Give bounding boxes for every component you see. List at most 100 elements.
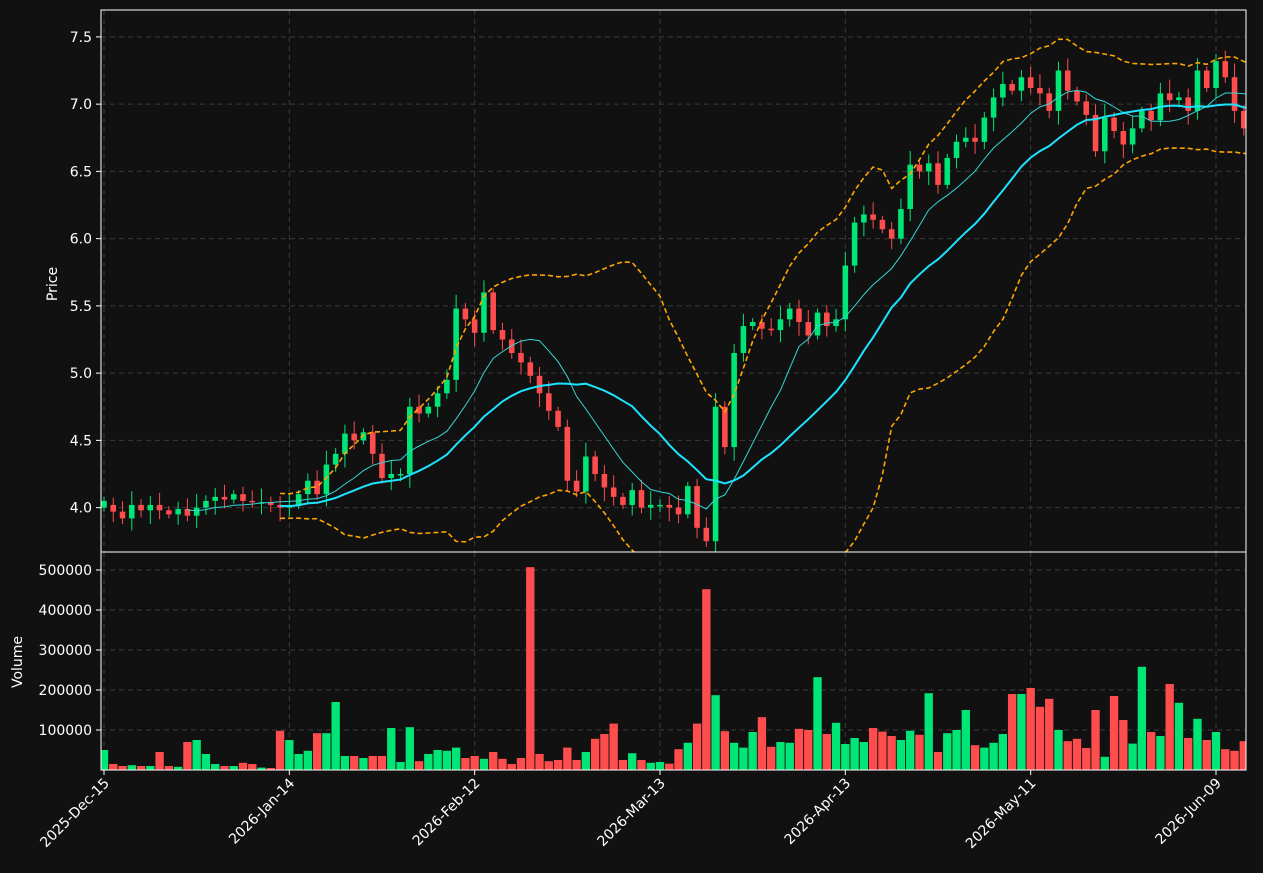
candle-body — [1055, 70, 1062, 111]
volume-panel: 100000 200000 300000 400000 500000 — [39, 551, 1247, 771]
bollinger-lower-line — [280, 147, 1246, 552]
candle-body — [657, 504, 663, 507]
volume-bar — [711, 695, 720, 770]
candle-body — [184, 508, 191, 516]
candle-body — [990, 97, 997, 118]
candle-body — [1129, 128, 1136, 145]
candle — [870, 202, 876, 229]
candle-body — [583, 456, 589, 492]
volume-bar — [275, 730, 285, 770]
volume-bar — [312, 733, 322, 770]
volume-bar — [405, 727, 414, 770]
volume-bar — [952, 730, 961, 770]
candle — [230, 490, 237, 504]
candle — [861, 205, 867, 237]
price-tick-label: 4.5 — [70, 433, 92, 449]
candle — [527, 356, 534, 384]
volume-bar — [665, 763, 674, 770]
candle-body — [861, 214, 867, 223]
volume-bar — [248, 764, 257, 770]
candle-body — [416, 406, 422, 414]
candle — [786, 302, 793, 327]
candle-body — [1111, 117, 1117, 132]
volume-bar — [1017, 694, 1026, 770]
price-plot-area — [101, 38, 1263, 552]
volume-bar — [192, 740, 201, 770]
candle — [119, 501, 126, 525]
candle-body — [610, 487, 617, 497]
volume-bar — [702, 589, 711, 770]
candle — [731, 344, 737, 461]
candle-body — [277, 504, 283, 508]
volume-bar — [637, 760, 646, 770]
volume-bar — [201, 754, 211, 770]
volume-bar — [544, 761, 553, 770]
volume-bar — [804, 730, 813, 770]
candle — [814, 308, 821, 340]
volume-bar — [1072, 738, 1082, 770]
candle-body — [1260, 111, 1263, 138]
candle-body — [963, 137, 969, 142]
candle — [1250, 102, 1256, 142]
candle — [101, 496, 107, 512]
price-tick-label: 7.5 — [70, 30, 92, 46]
volume-bar — [980, 747, 989, 770]
candle — [610, 475, 617, 506]
candle-body — [1250, 111, 1256, 128]
candle-body — [1166, 93, 1173, 101]
candle-body — [230, 494, 237, 500]
candle — [629, 482, 635, 516]
candle — [1166, 79, 1173, 113]
candle-body — [796, 308, 802, 323]
candle-body — [156, 504, 163, 511]
x-axis: 2025-Dec-15 2026-Jan-14 2026-Feb-12 2026-Ma… — [37, 770, 1225, 852]
volume-tick-label: 500000 — [39, 563, 92, 579]
candle-body — [527, 362, 534, 376]
candle — [166, 506, 172, 519]
candle — [407, 397, 413, 488]
volume-bar — [757, 717, 767, 770]
candle-body — [759, 322, 765, 329]
candle-body — [916, 164, 923, 172]
volume-bar — [859, 742, 869, 770]
candle-body — [731, 352, 737, 448]
volume-bar — [1054, 730, 1063, 770]
candle-body — [1009, 83, 1015, 91]
candle — [481, 280, 487, 342]
candle-body — [870, 214, 876, 220]
candle — [796, 299, 802, 336]
volume-bar — [535, 754, 544, 770]
candle-body — [546, 393, 552, 411]
candle-body — [573, 480, 580, 492]
volume-bar — [377, 756, 387, 770]
volume-bar — [767, 746, 776, 770]
volume-bar — [127, 765, 136, 770]
volume-bar — [424, 754, 433, 770]
candle — [1000, 71, 1006, 107]
volume-bar — [572, 760, 581, 770]
volume-bar — [387, 728, 396, 770]
volume-bar — [692, 723, 702, 770]
candle-body — [1102, 117, 1108, 152]
volume-bar — [229, 766, 238, 770]
price-panel: 4.0 4.5 5.0 5.5 6.0 6.5 7.0 7.5 — [70, 9, 1263, 553]
volume-bar — [526, 567, 535, 770]
candle — [972, 124, 978, 154]
volume-bar — [109, 764, 118, 770]
candle — [314, 470, 320, 500]
candle-body — [166, 510, 172, 515]
volume-bar — [794, 728, 804, 770]
volume-bar — [136, 766, 146, 770]
candle-body — [601, 473, 608, 488]
volume-frame — [100, 551, 1247, 771]
candle — [1213, 53, 1219, 99]
volume-bar — [868, 728, 878, 770]
volume-bar — [1026, 688, 1035, 770]
candle-body — [1203, 70, 1210, 89]
candle — [1102, 103, 1108, 164]
candle-body — [518, 352, 524, 363]
volume-bar — [1221, 749, 1230, 770]
candle-body — [240, 494, 246, 501]
candle-body — [332, 453, 339, 465]
